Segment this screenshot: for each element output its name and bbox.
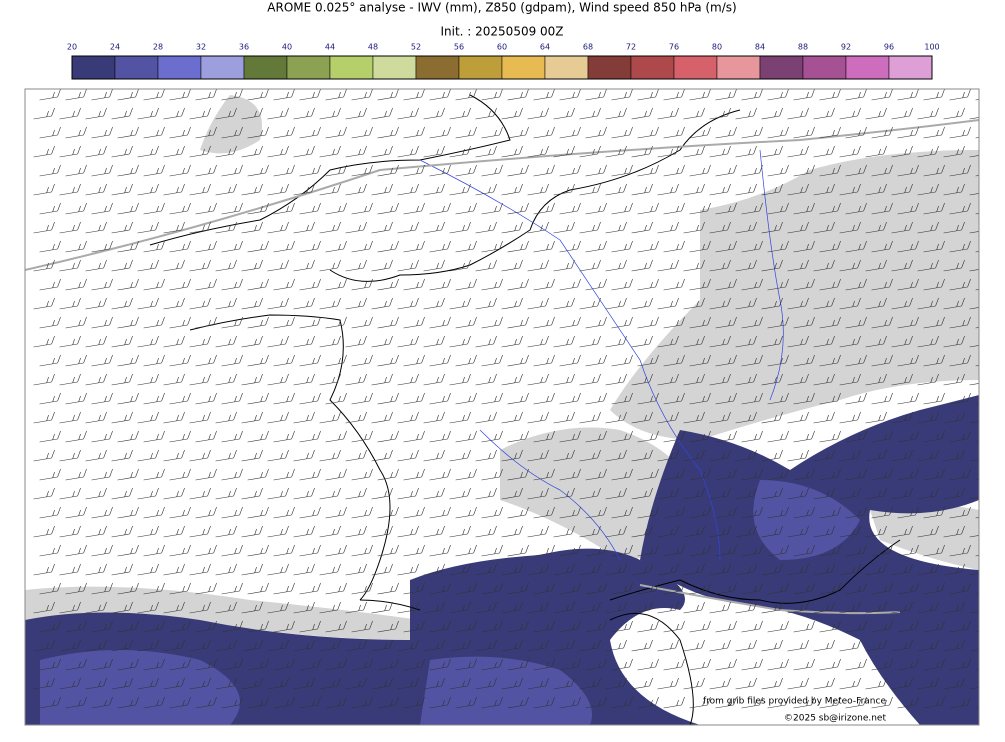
colorbar-segment <box>114 55 159 80</box>
colorbar-tick-label: 60 <box>497 43 507 52</box>
colorbar-tick-label: 76 <box>669 43 679 52</box>
colorbar-tick-label: 28 <box>153 43 163 52</box>
colorbar-segment <box>802 55 847 80</box>
colorbar-segment <box>587 55 632 80</box>
map-border <box>24 88 980 726</box>
colorbar-tick-label: 24 <box>110 43 120 52</box>
wind-barbs <box>33 89 979 709</box>
colorbar-tick-label: 32 <box>196 43 206 52</box>
source-credit: from grib files provided by Meteo-France <box>703 697 886 707</box>
colorbar-tick-label: 44 <box>325 43 335 52</box>
colorbar-segment <box>630 55 675 80</box>
coastline <box>149 94 901 725</box>
colorbar-segment <box>501 55 546 80</box>
init-time: Init. : 20250509 00Z <box>440 25 563 39</box>
colorbar-tick-label: 20 <box>67 43 77 52</box>
colorbar-segment <box>243 55 288 80</box>
colorbar-segment <box>415 55 460 80</box>
colorbar-tick-label: 100 <box>924 43 939 52</box>
colorbar-tick-label: 64 <box>540 43 550 52</box>
colorbar-tick-label: 40 <box>282 43 292 52</box>
colorbar-tick-label: 72 <box>626 43 636 52</box>
colorbar-segment <box>544 55 589 80</box>
colorbar-segment <box>157 55 202 80</box>
colorbar-segment <box>759 55 804 80</box>
map-frame <box>24 88 980 726</box>
moisture-mid <box>40 480 860 725</box>
colorbar-segment <box>458 55 503 80</box>
map-title: AROME 0.025° analyse - IWV (mm), Z850 (g… <box>267 1 736 15</box>
colorbar: 20 24 28 32 36 40 44 48 52 56 60 64 68 72 76 80 84 88 92 96… <box>67 43 940 80</box>
colorbar-segment <box>673 55 718 80</box>
colorbar-tick-label: 96 <box>884 43 894 52</box>
colorbar-tick-label: 92 <box>841 43 851 52</box>
colorbar-segment <box>372 55 417 80</box>
colorbar-segment <box>71 55 116 80</box>
colorbar-segment <box>716 55 761 80</box>
colorbar-tick-label: 52 <box>411 43 421 52</box>
colorbar-segment <box>888 55 933 80</box>
colorbar-segment <box>329 55 374 80</box>
colorbar-segment <box>845 55 890 80</box>
colorbar-tick-label: 56 <box>454 43 464 52</box>
colorbar-outline <box>71 55 933 80</box>
colorbar-segment <box>286 55 331 80</box>
rivers <box>419 149 784 561</box>
copyright: ©2025 sb@irizone.net <box>784 714 886 724</box>
colorbar-tick-label: 84 <box>755 43 765 52</box>
colorbar-segment <box>200 55 245 80</box>
colorbar-tick-label: 80 <box>712 43 722 52</box>
map-content <box>25 89 979 725</box>
colorbar-tick-label: 68 <box>583 43 593 52</box>
colorbar-tick-label: 88 <box>798 43 808 52</box>
colorbar-tick-label: 48 <box>368 43 378 52</box>
colorbar-tick-label: 36 <box>239 43 249 52</box>
